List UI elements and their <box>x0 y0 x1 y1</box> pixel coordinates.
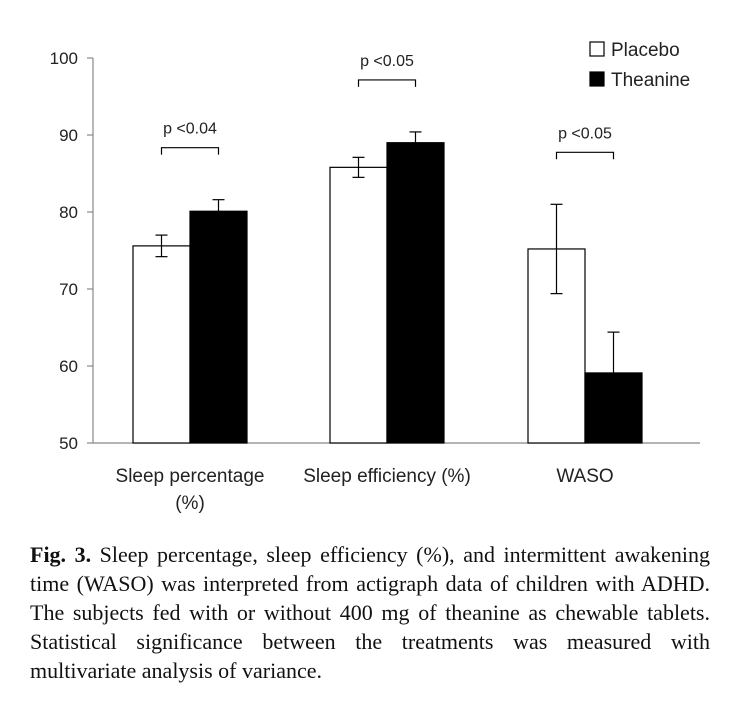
legend-label: Theanine <box>611 70 690 91</box>
y-tick-label: 60 <box>59 357 78 376</box>
bar-chart: 50 60 70 80 90 100 p <0.04 Sleep percentage (%) p… <box>50 40 700 514</box>
caption-label: Fig. 3. <box>30 542 92 567</box>
significance-bracket <box>357 79 417 87</box>
y-tick-label: 70 <box>59 280 78 299</box>
significance-label: p <0.04 <box>163 121 217 138</box>
bar-theanine <box>189 210 248 444</box>
y-tick-label: 80 <box>59 203 78 222</box>
y-tick-label: 100 <box>50 49 78 68</box>
category-label: WASO <box>556 466 613 487</box>
legend-swatch-placebo <box>589 41 605 57</box>
y-tick-label: 90 <box>59 126 78 145</box>
significance-bracket <box>160 147 220 155</box>
category-label: (%) <box>175 493 205 514</box>
category-label: Sleep percentage <box>116 466 265 487</box>
significance-label: p <0.05 <box>360 53 414 70</box>
category-label: Sleep efficiency (%) <box>303 466 471 487</box>
figure-caption: Fig. 3. Sleep percentage, sleep efficien… <box>30 540 710 685</box>
bar-placebo <box>132 245 191 444</box>
legend-label: Placebo <box>611 40 680 61</box>
y-tick-label: 50 <box>59 434 78 453</box>
significance-bracket <box>555 151 615 160</box>
significance-label: p <0.05 <box>558 125 612 142</box>
legend-swatch-theanine <box>589 71 605 87</box>
bar-placebo <box>329 166 388 444</box>
caption-text: Sleep percentage, sleep efficiency (%), … <box>30 542 710 683</box>
bar-theanine <box>386 142 445 444</box>
